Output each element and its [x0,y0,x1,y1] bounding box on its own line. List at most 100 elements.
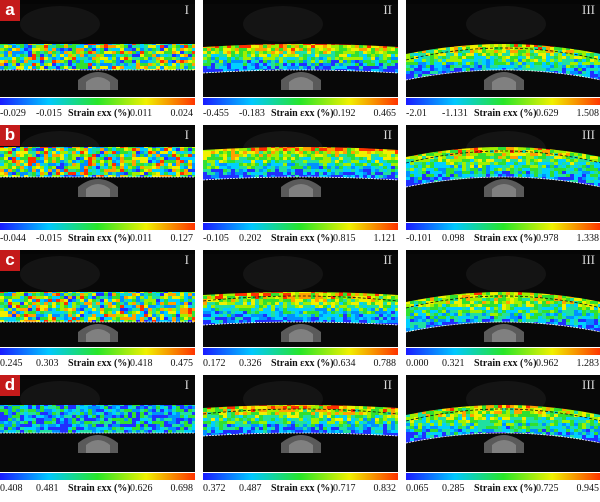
colorbar [0,473,195,480]
strain-field-image [203,250,398,347]
colorbar-tick-label: 0.172 [203,358,226,369]
colorbar-tick-label: 0.978 [536,233,559,244]
colorbar-labels: 0.372 0.487 Strain εxx (%) 0.717 0.832 [203,483,398,495]
colorbar-tick-label: 0.725 [536,483,559,494]
colorbar-tick-label: 0.717 [333,483,356,494]
colorbar-tick-label: 0.788 [373,358,397,369]
colorbar-labels: -2.01 -1.131 Strain εxx (%) 0.629 1.508 [406,108,600,120]
colorbar-tick-label: -0.105 [203,233,229,244]
colorbar-tick-label: 0.127 [170,233,194,244]
panel-letter-label: d [0,375,20,396]
colorbar-title: Strain εxx (%) [474,358,537,369]
colorbar [203,223,398,230]
stage-label: III [582,2,595,17]
colorbar-tick-label: -1.131 [442,108,468,119]
colorbar-tick-label: 0.815 [333,233,356,244]
colorbar-title: Strain εxx (%) [271,108,334,119]
colorbar-tick-label: -0.029 [0,108,26,119]
colorbar-tick-label: 0.408 [0,483,23,494]
colorbar-title: Strain εxx (%) [68,233,131,244]
stage-label: I [184,2,189,17]
strain-field-image [0,250,195,347]
strain-field-image [406,250,600,347]
strain-field-image [203,0,398,97]
panel-letter-label: c [0,250,20,271]
stage-label: III [582,127,595,142]
colorbar-tick-label: 0.945 [576,483,600,494]
colorbar-tick-label: -0.015 [36,233,62,244]
colorbar-tick-label: 1.508 [576,108,600,119]
colorbar-labels: -0.029 -0.015 Strain εxx (%) 0.011 0.024 [0,108,195,120]
colorbar-tick-label: 0.245 [0,358,23,369]
colorbar-tick-label: 0.962 [536,358,559,369]
colorbar [0,98,195,105]
colorbar-tick-label: 0.626 [130,483,153,494]
stage-label: II [383,252,392,267]
strain-field-image [406,375,600,472]
colorbar-tick-label: 0.481 [36,483,59,494]
stage-label: II [383,127,392,142]
strain-field-image [406,0,600,97]
colorbar-title: Strain εxx (%) [68,483,131,494]
colorbar [0,348,195,355]
colorbar-title: Strain εxx (%) [271,233,334,244]
colorbar-labels: -0.455 -0.183 Strain εxx (%) 0.192 0.465 [203,108,398,120]
colorbar-tick-label: 0.285 [442,483,465,494]
colorbar-title: Strain εxx (%) [271,358,334,369]
colorbar-tick-label: 0.321 [442,358,465,369]
colorbar-tick-label: 0.698 [170,483,194,494]
colorbar [406,473,600,480]
colorbar-tick-label: 0.832 [373,483,397,494]
stage-label: II [383,2,392,17]
colorbar-labels: 0.408 0.481 Strain εxx (%) 0.626 0.698 [0,483,195,495]
colorbar-tick-label: 0.011 [130,108,153,119]
colorbar-labels: -0.101 0.098 Strain εxx (%) 0.978 1.338 [406,233,600,245]
colorbar-tick-label: 0.011 [130,233,153,244]
colorbar-labels: 0.000 0.321 Strain εxx (%) 0.962 1.283 [406,358,600,370]
colorbar-tick-label: -2.01 [406,108,427,119]
colorbar [203,473,398,480]
colorbar-labels: 0.065 0.285 Strain εxx (%) 0.725 0.945 [406,483,600,495]
colorbar-labels: 0.172 0.326 Strain εxx (%) 0.634 0.788 [203,358,398,370]
colorbar-title: Strain εxx (%) [271,483,334,494]
colorbar [203,98,398,105]
colorbar-title: Strain εxx (%) [68,358,131,369]
stage-label: I [184,377,189,392]
strain-field-image [406,125,600,222]
colorbar-tick-label: 0.629 [536,108,559,119]
colorbar-tick-label: 0.202 [239,233,262,244]
colorbar-tick-label: 0.418 [130,358,153,369]
strain-field-image [0,125,195,222]
colorbar-tick-label: 1.121 [373,233,397,244]
colorbar-title: Strain εxx (%) [474,233,537,244]
colorbar [406,98,600,105]
colorbar-tick-label: 0.192 [333,108,356,119]
colorbar-tick-label: -0.015 [36,108,62,119]
panel-letter-label: a [0,0,20,21]
colorbar-tick-label: -0.101 [406,233,432,244]
strain-field-image [203,125,398,222]
colorbar-labels: -0.044 -0.015 Strain εxx (%) 0.011 0.127 [0,233,195,245]
strain-field-image [203,375,398,472]
colorbar-tick-label: -0.044 [0,233,26,244]
stage-label: I [184,127,189,142]
colorbar-tick-label: -0.183 [239,108,265,119]
colorbar [203,348,398,355]
colorbar-title: Strain εxx (%) [474,108,537,119]
colorbar-tick-label: 0.000 [406,358,429,369]
colorbar-tick-label: 0.326 [239,358,262,369]
colorbar-tick-label: 1.338 [576,233,600,244]
colorbar-tick-label: 0.065 [406,483,429,494]
colorbar-tick-label: 0.098 [442,233,465,244]
colorbar-tick-label: 0.634 [333,358,356,369]
colorbar-tick-label: -0.455 [203,108,229,119]
stage-label: III [582,377,595,392]
stage-label: I [184,252,189,267]
colorbar-tick-label: 0.024 [170,108,194,119]
colorbar-title: Strain εxx (%) [68,108,131,119]
colorbar-tick-label: 0.303 [36,358,59,369]
colorbar-labels: -0.105 0.202 Strain εxx (%) 0.815 1.121 [203,233,398,245]
stage-label: II [383,377,392,392]
colorbar-tick-label: 0.372 [203,483,226,494]
colorbar [406,223,600,230]
